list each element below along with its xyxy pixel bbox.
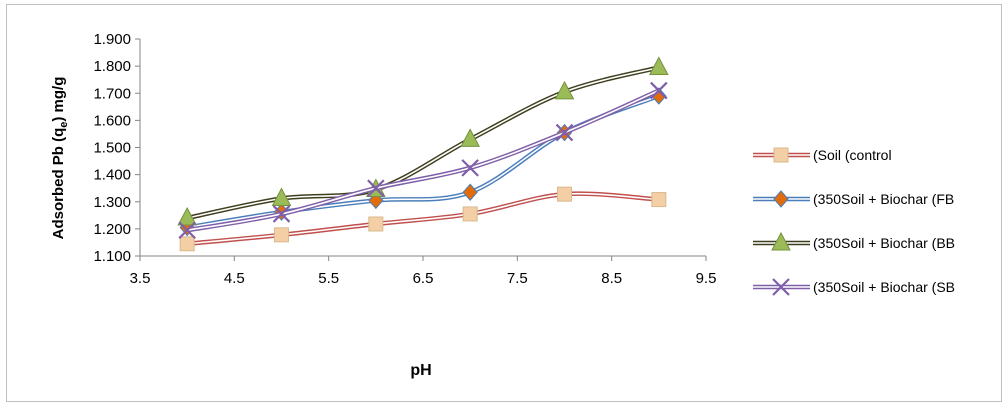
series-line-core — [187, 95, 660, 229]
y-tick-label: 1.700 — [93, 85, 131, 102]
legend-marker — [772, 278, 790, 296]
series-line-core — [187, 66, 660, 219]
data-point — [462, 183, 478, 202]
y-tick-label: 1.300 — [93, 194, 131, 211]
series-layer — [177, 56, 669, 252]
legend-marker — [773, 147, 789, 163]
line-chart: 1.100 1.200 1.300 1.400 1.500 1.600 1.700 1.800… — [50, 31, 955, 379]
data-point — [178, 221, 196, 240]
series-line-core — [187, 192, 659, 245]
legend-item: (350Soil + Biochar (FB — [753, 190, 954, 208]
x-tick-label: 5.5 — [318, 270, 339, 287]
data-point — [368, 216, 384, 232]
series-4 — [178, 81, 668, 240]
data-point — [555, 123, 574, 142]
legend-label: (350Soil + Biochar (BB — [813, 235, 955, 251]
data-point — [271, 187, 292, 206]
y-axis-label: Adsorbed Pb (qe) mg/g — [50, 77, 70, 240]
legend-marker — [773, 190, 789, 208]
data-point — [461, 159, 479, 177]
y-tick-label: 1.900 — [93, 31, 131, 48]
data-point — [274, 227, 289, 243]
legend-item: (350Soil + Biochar (SB — [753, 278, 955, 296]
data-point — [179, 236, 195, 252]
legend-label: (350Soil + Biochar (FB — [813, 191, 954, 207]
data-point — [460, 128, 480, 147]
series-line-core — [187, 89, 660, 232]
data-point — [462, 206, 478, 222]
legend: (Soil (control (350Soil + Biochar (FB (350… — [753, 147, 955, 296]
x-tick-label: 3.5 — [130, 270, 151, 287]
legend-label: (Soil (control — [813, 147, 892, 163]
series-line-outline — [186, 88, 660, 233]
x-tick-label: 7.5 — [507, 270, 528, 287]
data-point — [649, 56, 669, 75]
y-tick-label: 1.400 — [93, 167, 131, 184]
y-tick-label: 1.600 — [93, 112, 131, 129]
legend-label: (350Soil + Biochar (SB — [813, 279, 955, 295]
y-tick-label: 1.200 — [93, 221, 131, 238]
data-point — [177, 206, 197, 226]
data-point — [272, 205, 291, 223]
series-line-outline — [186, 93, 660, 230]
legend-marker — [771, 231, 791, 251]
x-tick-label: 9.5 — [696, 270, 717, 287]
legend-item: (Soil (control — [753, 147, 892, 163]
x-tick-label: 6.5 — [413, 270, 434, 287]
y-tick-label: 1.800 — [93, 58, 131, 75]
y-tick-label: 1.500 — [93, 140, 131, 157]
series-2 — [179, 87, 667, 237]
data-point — [367, 179, 385, 197]
data-point — [557, 186, 572, 202]
x-axis-label: pH — [410, 362, 431, 379]
legend-item: (350Soil + Biochar (BB — [753, 231, 955, 251]
axes: 1.100 1.200 1.300 1.400 1.500 1.600 1.700 1.800… — [93, 31, 716, 287]
y-tick-label: 1.100 — [93, 248, 131, 265]
data-point — [554, 80, 575, 100]
series-1 — [179, 186, 667, 252]
x-tick-label: 4.5 — [224, 270, 245, 287]
data-point — [651, 192, 667, 208]
data-point — [650, 81, 668, 100]
x-tick-label: 8.5 — [601, 270, 622, 287]
chart-area: 1.100 1.200 1.300 1.400 1.500 1.600 1.700 1.800… — [6, 4, 1002, 402]
